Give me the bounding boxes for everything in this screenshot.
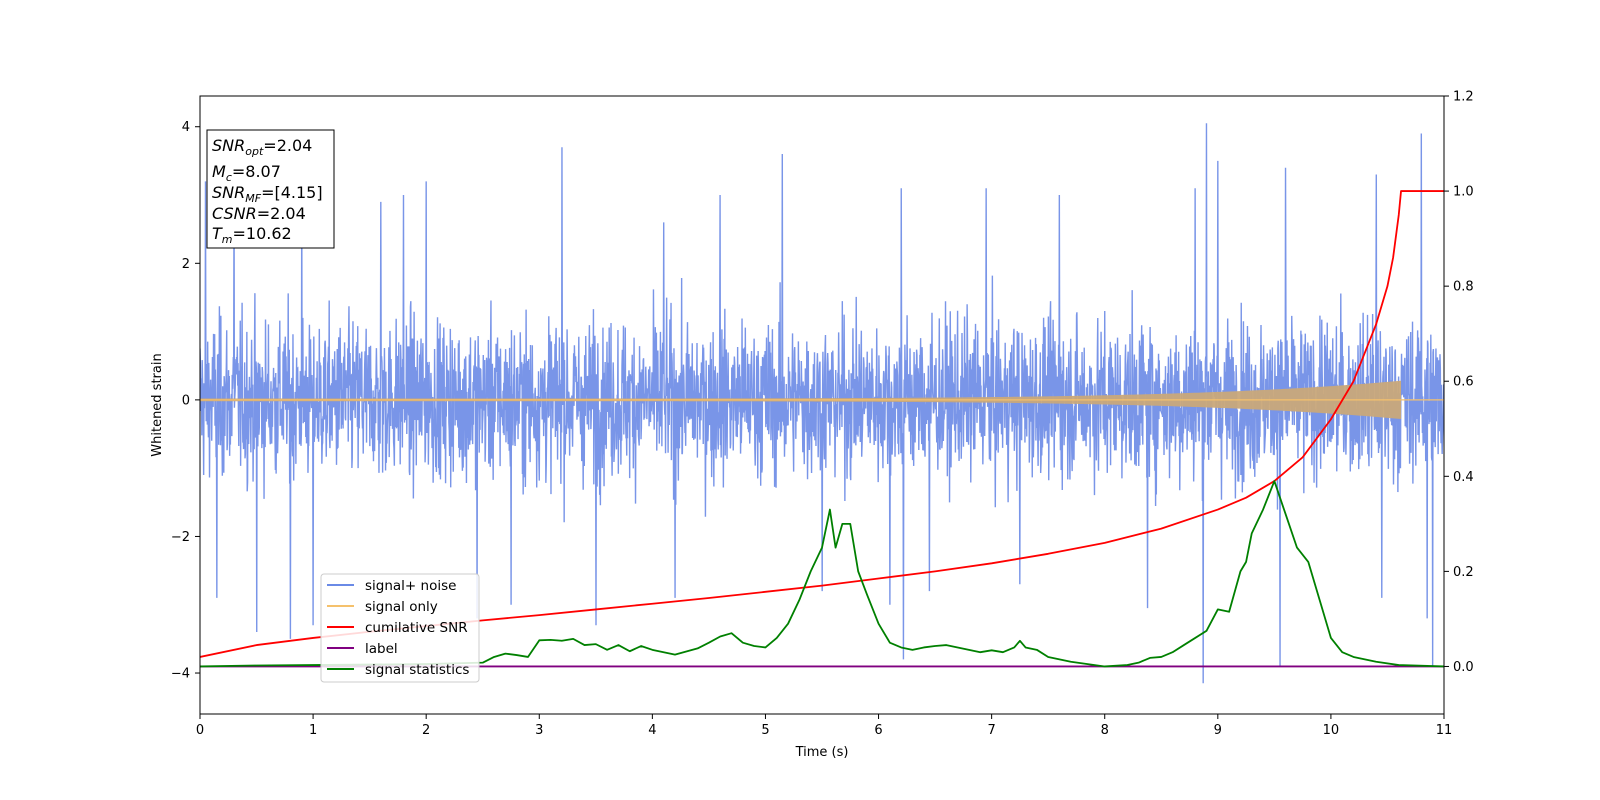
x-tick-label-8: 8	[1101, 723, 1109, 738]
info-snr-mf: SNRMF=[4.15]	[212, 183, 323, 205]
y2-tick-label-0: 0.0	[1453, 660, 1474, 675]
legend-label-cumulative-snr: cumilative SNR	[365, 620, 468, 636]
x-tick-label-1: 1	[309, 723, 317, 738]
y2-tick-label-1: 0.2	[1453, 565, 1474, 580]
x-tick-label-0: 0	[196, 723, 204, 738]
legend: signal+ noise signal only cumilative SNR…	[320, 573, 480, 683]
x-tick-label-11: 11	[1436, 723, 1453, 738]
legend-label-label: label	[365, 641, 398, 657]
legend-label-signal-statistics: signal statistics	[365, 662, 469, 678]
y2-tick-label-6: 1.2	[1453, 90, 1474, 105]
x-axis-label: Time (s)	[795, 745, 849, 760]
series-signal-plus-noise	[200, 123, 1444, 684]
info-csnr: CSNR=2.04	[212, 204, 306, 223]
y-axis-label: Whitened strain	[150, 353, 165, 456]
y-tick-label-1: −2	[171, 530, 190, 545]
legend-label-signal-only: signal only	[365, 599, 438, 615]
legend-label-signal-noise: signal+ noise	[365, 578, 456, 594]
y2-tick-label-3: 0.6	[1453, 375, 1474, 390]
x-tick-label-10: 10	[1323, 723, 1340, 738]
x-tick-label-9: 9	[1214, 723, 1222, 738]
plot-frame	[199, 95, 1445, 715]
signal-statistics-line	[200, 480, 1444, 668]
signal-noise-line	[200, 123, 1444, 684]
series-signal-only	[200, 380, 1444, 419]
x-tick-label-3: 3	[535, 723, 543, 738]
y-tick-label-2: 0	[182, 393, 190, 408]
x-tick-label-2: 2	[422, 723, 430, 738]
info-snr-opt: SNRopt=2.04	[212, 136, 312, 158]
y-tick-label-0: −4	[171, 667, 190, 682]
x-tick-label-6: 6	[874, 723, 882, 738]
info-mc: Mc=8.07	[212, 162, 281, 184]
y-tick-label-4: 4	[182, 120, 190, 135]
y2-tick-label-4: 0.8	[1453, 280, 1474, 295]
x-tick-label-5: 5	[761, 723, 769, 738]
info-tm: Tm=10.62	[212, 224, 292, 246]
y2-tick-label-5: 1.0	[1453, 185, 1474, 200]
info-box-frame	[206, 129, 335, 249]
y2-tick-label-2: 0.4	[1453, 470, 1474, 485]
axis-ticks: 0 1 2 3 4 5 6 7 8 9 10 11 −4 −2 0 2 4 0.0 0.2 0.4 0.6 0.8 1.0 1…	[171, 90, 1474, 739]
y-tick-label-3: 2	[182, 257, 190, 272]
info-box: SNRopt=2.04 Mc=8.07 SNRMF=[4.15] CSNR=2.…	[206, 129, 335, 249]
legend-frame	[320, 573, 480, 683]
x-tick-label-7: 7	[987, 723, 995, 738]
x-tick-label-4: 4	[648, 723, 656, 738]
